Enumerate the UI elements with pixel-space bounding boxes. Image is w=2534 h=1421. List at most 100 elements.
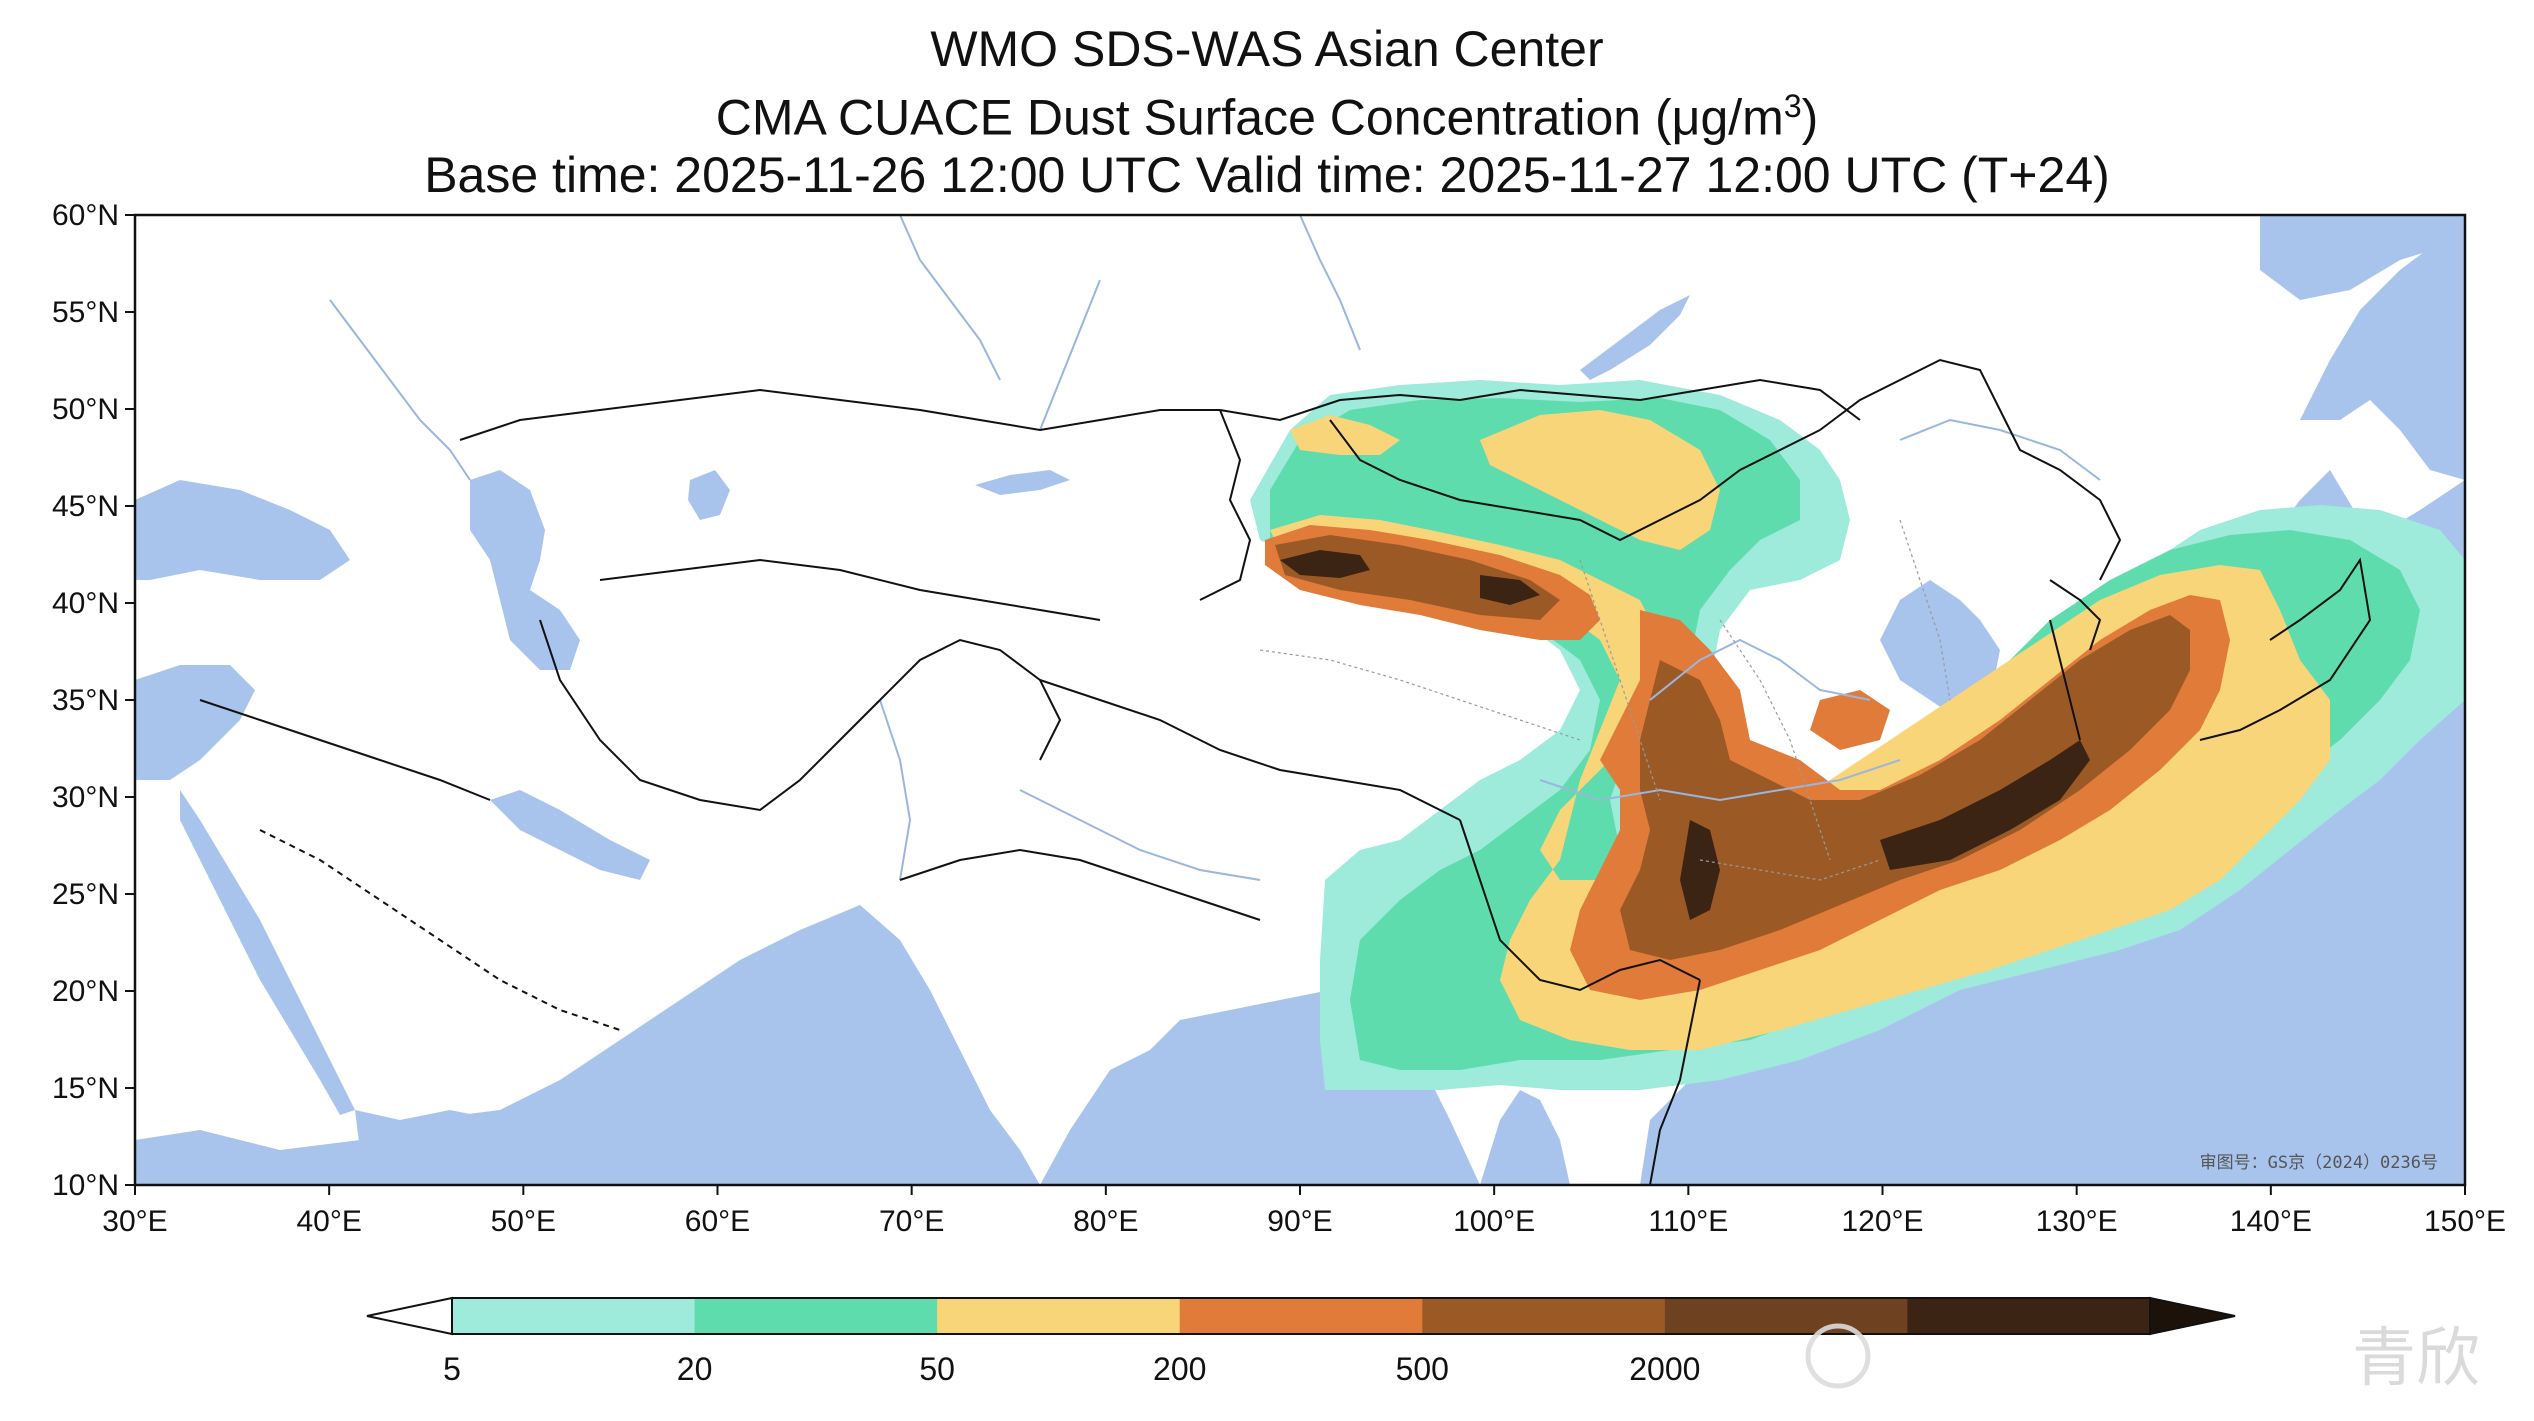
border-india-china bbox=[1039, 679, 1461, 821]
latitude-tick-label: 20°N bbox=[52, 975, 119, 1008]
colorbar-segment bbox=[452, 1298, 696, 1334]
border-middle-east bbox=[199, 699, 491, 801]
colorbar-segment bbox=[1664, 1298, 1908, 1334]
latitude-tick-label: 45°N bbox=[52, 490, 119, 523]
sea-of-okhotsk bbox=[2300, 230, 2465, 480]
river-yangtze bbox=[1539, 759, 1901, 802]
northern-ocean bbox=[2260, 215, 2465, 300]
border-korea bbox=[2049, 619, 2081, 741]
dust-concentration-field bbox=[1250, 380, 2465, 1090]
longitude-tick-label: 90°E bbox=[1267, 1205, 1332, 1238]
aral-sea bbox=[688, 470, 730, 520]
longitude-tick-label: 150°E bbox=[2424, 1205, 2506, 1238]
province-line-5 bbox=[1699, 859, 1881, 881]
map-subtitle: CMA CUACE Dust Surface Concentration (μg… bbox=[0, 90, 2534, 143]
province-line-2 bbox=[1579, 559, 1661, 801]
subtitle-suffix: ) bbox=[1801, 89, 1819, 146]
river-indus bbox=[879, 699, 912, 881]
caspian-sea bbox=[470, 470, 580, 670]
border-iran bbox=[539, 619, 881, 812]
subtitle-unit-exponent: 3 bbox=[1783, 88, 1802, 124]
colorbar-level-label: 50 bbox=[919, 1351, 955, 1387]
border-china-north-korea bbox=[2049, 579, 2102, 651]
river-irtysh bbox=[1039, 279, 1101, 431]
longitude-axis: 30°E 40°E 50°E 60°E 70°E 80°E 90°E 100°E 110°E 12… bbox=[102, 1185, 2506, 1238]
colorbar-level-label: 5 bbox=[443, 1351, 461, 1387]
persian-gulf bbox=[490, 790, 650, 880]
colorbar-max-extension bbox=[2149, 1296, 2236, 1336]
colorbar-level-label: 200 bbox=[1153, 1351, 1206, 1387]
province-line-4 bbox=[1899, 519, 1951, 701]
province-border-layer bbox=[1259, 519, 1951, 881]
river-layer bbox=[329, 215, 2101, 881]
lake-baikal bbox=[1580, 295, 1690, 380]
approval-stamp: 审图号：GS京（2024）0236号 bbox=[2200, 1153, 2438, 1173]
colorbar-level-label: 20 bbox=[677, 1351, 713, 1387]
province-line-1 bbox=[1259, 649, 1581, 741]
border-russia-kazakhstan bbox=[459, 388, 1220, 441]
latitude-tick-label: 35°N bbox=[52, 684, 119, 717]
subtitle-prefix: CMA CUACE Dust Surface Concentration ( bbox=[715, 89, 1672, 146]
latitude-tick-label: 30°N bbox=[52, 781, 119, 814]
longitude-tick-label: 30°E bbox=[102, 1205, 167, 1238]
border-central-asia bbox=[599, 558, 1101, 621]
longitude-tick-label: 70°E bbox=[879, 1205, 944, 1238]
latitude-tick-label: 50°N bbox=[52, 393, 119, 426]
subtitle-unit: μg/m bbox=[1671, 89, 1784, 146]
longitude-tick-label: 60°E bbox=[685, 1205, 750, 1238]
latitude-axis: 60°N 55°N 50°N 45°N 40°N 35°N 30°N 25°N 20°N 15°N… bbox=[52, 199, 135, 1202]
river-ganges bbox=[1019, 789, 1261, 881]
black-sea bbox=[135, 480, 350, 580]
longitude-tick-label: 130°E bbox=[2036, 1205, 2118, 1238]
map-content bbox=[135, 215, 2465, 1185]
border-southeast-asia bbox=[1459, 819, 1701, 992]
longitude-tick-label: 110°E bbox=[1648, 1205, 1728, 1238]
latitude-tick-label: 40°N bbox=[52, 587, 119, 620]
colorbar-level-label: 2000 bbox=[1629, 1351, 1700, 1387]
colorbar-frame bbox=[451, 1297, 2151, 1335]
colorbar: 5 20 50 200 500 2000 bbox=[366, 1296, 2236, 1387]
watermark-text: 青欣 bbox=[2352, 1322, 2480, 1396]
border-russia-mongolia bbox=[1219, 378, 1861, 422]
colorbar-labels: 5 20 50 200 500 2000 bbox=[443, 1351, 1700, 1387]
andaman-sea bbox=[1480, 1090, 1570, 1185]
river-amur bbox=[1899, 418, 2101, 481]
longitude-tick-label: 80°E bbox=[1073, 1205, 1138, 1238]
longitude-tick-label: 40°E bbox=[296, 1205, 361, 1238]
mediterranean-sea bbox=[135, 665, 255, 780]
dust-level-50-200 bbox=[1270, 410, 2330, 1050]
watermark: 青欣 bbox=[1805, 1322, 2480, 1396]
border-china-russia bbox=[1819, 358, 2122, 581]
longitude-tick-label: 140°E bbox=[2230, 1205, 2312, 1238]
map-time-info: Base time: 2025-11-26 12:00 UTC Valid ti… bbox=[424, 147, 2110, 203]
river-volga bbox=[329, 299, 471, 481]
gulf-of-aden bbox=[355, 1110, 500, 1160]
colorbar-segment bbox=[1907, 1298, 2151, 1334]
border-india bbox=[899, 848, 1261, 921]
latitude-tick-label: 25°N bbox=[52, 878, 119, 911]
border-china-mongolia bbox=[1329, 419, 1821, 542]
border-afghanistan-pakistan bbox=[879, 638, 1062, 761]
longitude-tick-label: 120°E bbox=[1841, 1205, 1923, 1238]
longitude-tick-label: 50°E bbox=[491, 1205, 556, 1238]
lake-balkhash bbox=[975, 470, 1070, 495]
colorbar-segments bbox=[366, 1296, 2236, 1336]
colorbar-level-label: 500 bbox=[1396, 1351, 1449, 1387]
longitude-tick-label: 100°E bbox=[1453, 1205, 1535, 1238]
province-line-3 bbox=[1719, 619, 1831, 861]
coast-japan bbox=[2199, 557, 2372, 741]
yellow-sea bbox=[1880, 580, 2000, 720]
coast-vietnam bbox=[1649, 979, 1701, 1185]
colorbar-segment bbox=[1179, 1298, 1423, 1334]
colorbar-segment bbox=[694, 1298, 938, 1334]
arabian-sea bbox=[135, 905, 1040, 1185]
dust-level-over-2000 bbox=[1280, 550, 2090, 920]
latitude-tick-label: 15°N bbox=[52, 1072, 119, 1105]
border-arabia bbox=[259, 829, 621, 1031]
river-yellow bbox=[1649, 638, 1871, 701]
watermark-logo-icon bbox=[1805, 1323, 1871, 1389]
map-title: WMO SDS-WAS Asian Center bbox=[930, 21, 1604, 77]
river-ob bbox=[899, 215, 1001, 381]
river-yenisei bbox=[1299, 215, 1361, 351]
